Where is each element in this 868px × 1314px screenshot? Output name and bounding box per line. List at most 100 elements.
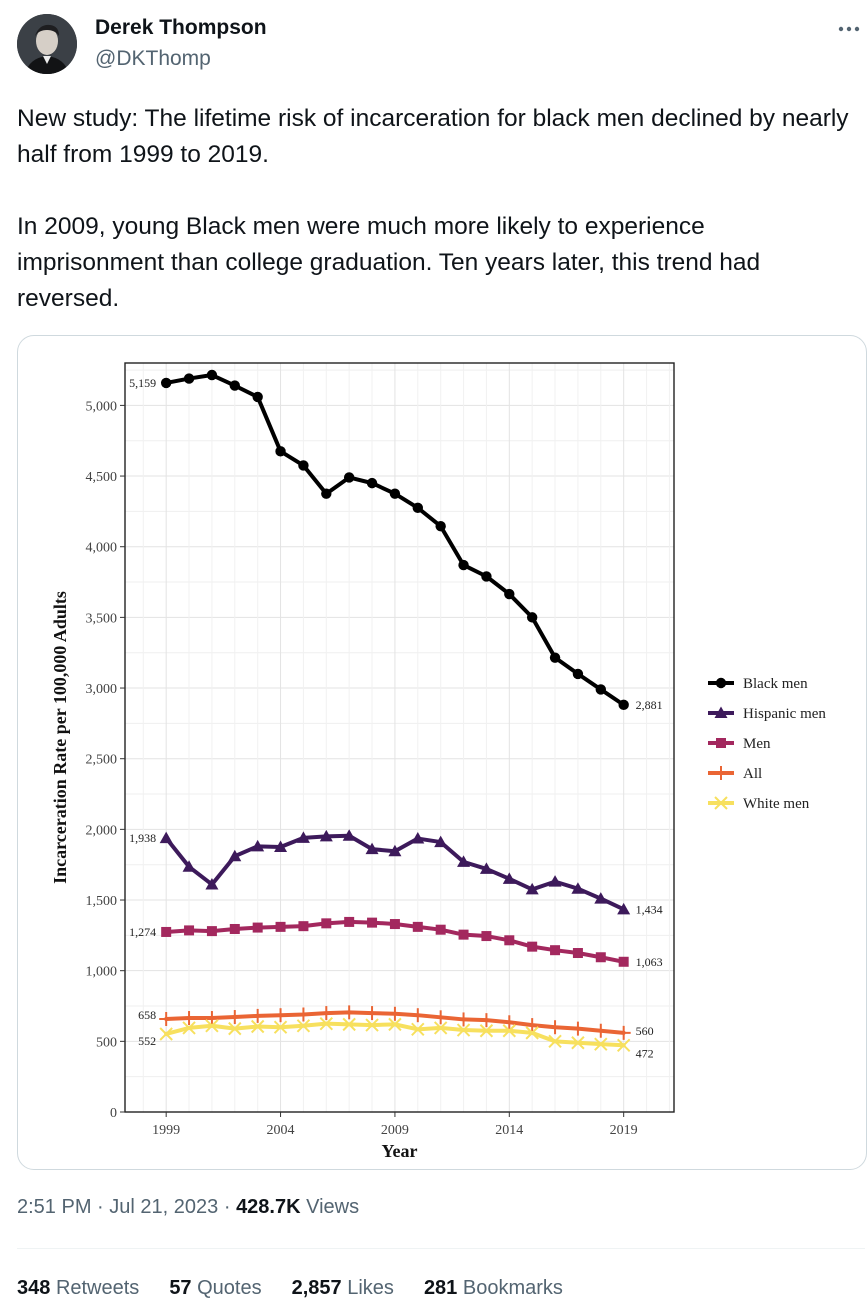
end-value-label: 472 [636,1046,654,1060]
data-point [252,922,263,933]
x-axis-title: Year [382,1141,418,1161]
data-point [343,472,355,483]
plot-background [125,363,674,1112]
data-point [572,668,584,680]
data-point [206,926,217,937]
data-point [319,1016,334,1031]
x-tick-label: 2014 [495,1123,523,1138]
data-point [321,488,332,499]
data-point [595,952,606,963]
data-point [205,1019,219,1033]
data-point [525,1026,539,1040]
data-point [435,521,446,532]
start-value-label: 1,938 [129,831,156,845]
author-handle[interactable]: @DKThomp [95,47,211,70]
end-value-label: 1,434 [636,902,663,916]
data-point [595,684,606,695]
data-point [342,1017,356,1032]
legend-marker [715,677,727,689]
data-point [571,1036,585,1050]
data-point [481,571,492,582]
start-value-label: 658 [138,1008,156,1022]
data-point [275,446,286,457]
likes-stat[interactable]: 2,857 Likes [291,1277,394,1299]
retweets-stat[interactable]: 348 Retweets [17,1277,140,1299]
data-point [367,917,378,928]
views-label: Views [306,1196,360,1218]
data-point [252,391,263,403]
data-point [160,377,172,389]
tweet-meta: 2:51 PM · Jul 21, 2023 · 428.7K Views [17,1196,359,1219]
y-tick-label: 2,000 [86,823,118,838]
legend-label: Black men [743,676,808,692]
data-point [365,1018,379,1032]
y-tick-label: 1,500 [86,894,118,909]
data-point [479,1024,494,1038]
bookmarks-stat[interactable]: 281 Bookmarks [423,1277,563,1299]
avatar[interactable] [17,14,77,74]
data-point [412,921,423,932]
data-point [388,844,402,857]
data-point [434,835,448,848]
y-tick-label: 2,500 [86,753,118,768]
data-point [205,877,219,890]
meta-separator: · [223,1196,231,1218]
legend-marker [714,796,728,810]
data-point [274,840,288,853]
data-point [183,373,195,384]
tweet-paragraph: New study: The lifetime risk of incarcer… [17,105,849,168]
data-point [411,1022,425,1037]
data-point [344,916,355,927]
data-point [433,1021,448,1035]
data-point [206,369,218,381]
data-point [273,1020,288,1034]
data-point [457,855,471,867]
data-point [618,956,629,967]
data-point [161,926,172,937]
engagement-stats: 348 Retweets 57 Quotes 2,857 Likes 281 B… [17,1277,593,1300]
data-point [504,935,515,946]
end-value-label: 2,881 [636,698,663,712]
more-options-button[interactable] [832,14,866,44]
data-point [296,1019,311,1033]
data-point [458,559,469,571]
y-axis-title: Incarceration Rate per 100,000 Adults [50,591,70,884]
data-point [159,831,173,844]
end-value-label: 560 [636,1024,654,1038]
start-value-label: 5,159 [129,376,156,390]
data-point [572,948,583,959]
data-point [527,941,538,952]
legend-marker [716,738,726,748]
legend-label: All [743,766,762,782]
data-point [342,829,356,841]
data-point [250,1019,265,1034]
data-point [228,849,242,862]
author-name[interactable]: Derek Thompson [95,16,267,39]
data-point [618,699,629,711]
data-point [365,842,379,855]
data-point [526,612,538,623]
meta-separator: · [97,1196,104,1218]
x-tick-label: 1999 [152,1123,180,1138]
data-point [594,892,608,904]
legend-label: Men [743,736,771,752]
data-point [458,929,469,940]
data-point [388,1017,402,1032]
data-point [229,923,240,934]
tweet-time[interactable]: 2:51 PM [17,1196,92,1218]
data-point [366,477,378,489]
data-point [525,882,539,895]
legend-marker [714,706,728,718]
views-count: 428.7K [236,1196,301,1218]
data-point [412,502,423,514]
chart-image[interactable]: 0 500 1,000 1,500 2,000 2,500 3,000 3,500 4,000 4… [17,335,867,1170]
data-point [159,1027,173,1041]
quotes-stat[interactable]: 57 Quotes [169,1277,262,1299]
data-point [479,862,493,874]
x-tick-label: 2009 [381,1123,409,1138]
y-tick-label: 1,000 [86,965,118,980]
data-point [549,652,561,663]
data-point [184,925,195,936]
y-tick-label: 5,000 [86,399,118,414]
tweet-date[interactable]: Jul 21, 2023 [109,1196,219,1218]
